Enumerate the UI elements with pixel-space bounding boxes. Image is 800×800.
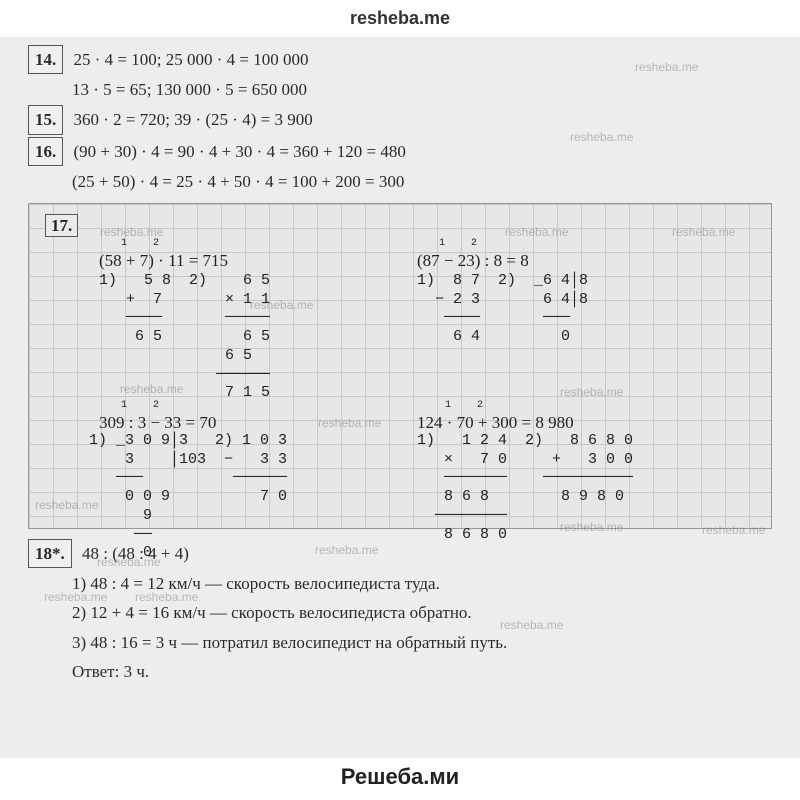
sup3: 1 2 xyxy=(121,400,169,413)
p18-line2: 2) 12 + 4 = 16 км/ч — скорость велосипед… xyxy=(72,599,772,626)
bottom-footer: Решеба.ми xyxy=(0,758,800,800)
p15-line1: 15. 360 · 2 = 720; 39 · (25 · 4) = 3 900 xyxy=(28,105,772,134)
header-text: resheba.me xyxy=(350,8,450,28)
p17-grid: 17. 1 2 (58 + 7) · 11 = 715 1 2 (87 − 23… xyxy=(28,203,772,529)
p18-number: 18*. xyxy=(28,539,72,568)
p14-number: 14. xyxy=(28,45,63,74)
sup1: 1 2 xyxy=(121,238,169,251)
p17-col-b2: 1) 1 2 4 2) 8 6 8 0 × 7 0 + 3 0 0 ──────… xyxy=(417,432,633,545)
p16-line1: 16. (90 + 30) · 4 = 90 · 4 + 30 · 4 = 36… xyxy=(28,137,772,166)
top-header: resheba.me xyxy=(0,0,800,37)
p17-col-a2: 1) 8 7 2) _6 4│8 − 2 3 6 4│8 ──── ─── 6 … xyxy=(417,272,588,347)
sup2: 1 2 xyxy=(439,238,487,251)
sup4: 1 2 xyxy=(445,400,493,413)
p17-expr3: 309 : 3 − 33 = 70 xyxy=(99,412,216,433)
p17-expr2: (87 − 23) : 8 = 8 xyxy=(417,250,529,271)
p18-answer: Ответ: 3 ч. xyxy=(72,658,772,685)
p18-line3: 3) 48 : 16 = 3 ч — потратил велосипедист… xyxy=(72,629,772,656)
p16-text1: (90 + 30) · 4 = 90 · 4 + 30 · 4 = 360 + … xyxy=(74,142,406,161)
content-area: 14. 25 · 4 = 100; 25 000 · 4 = 100 000 1… xyxy=(0,37,800,685)
p17-number: 17. xyxy=(45,214,78,237)
p17-expr4: 124 · 70 + 300 = 8 980 xyxy=(417,412,574,433)
footer-text: Решеба.ми xyxy=(341,764,459,789)
p14-line2: 13 · 5 = 65; 130 000 · 5 = 650 000 xyxy=(72,76,772,103)
p14-line1: 14. 25 · 4 = 100; 25 000 · 4 = 100 000 xyxy=(28,45,772,74)
page: resheba.me 14. 25 · 4 = 100; 25 000 · 4 … xyxy=(0,0,800,800)
p17-col-b1: 1) _3 0 9│3 2) 1 0 3 3 │103 − 3 3 ─── ──… xyxy=(89,432,287,563)
p15-text1: 360 · 2 = 720; 39 · (25 · 4) = 3 900 xyxy=(74,110,313,129)
p18-line1: 1) 48 : 4 = 12 км/ч — скорость велосипед… xyxy=(72,570,772,597)
p16-number: 16. xyxy=(28,137,63,166)
p17-expr1: (58 + 7) · 11 = 715 xyxy=(99,250,228,271)
p17-col-a1: 1) 5 8 2) 6 5 + 7 × 1 1 ──── ───── 6 5 6… xyxy=(99,272,270,403)
p16-line2: (25 + 50) · 4 = 25 · 4 + 50 · 4 = 100 + … xyxy=(72,168,772,195)
p14-text1: 25 · 4 = 100; 25 000 · 4 = 100 000 xyxy=(74,50,309,69)
p15-number: 15. xyxy=(28,105,63,134)
